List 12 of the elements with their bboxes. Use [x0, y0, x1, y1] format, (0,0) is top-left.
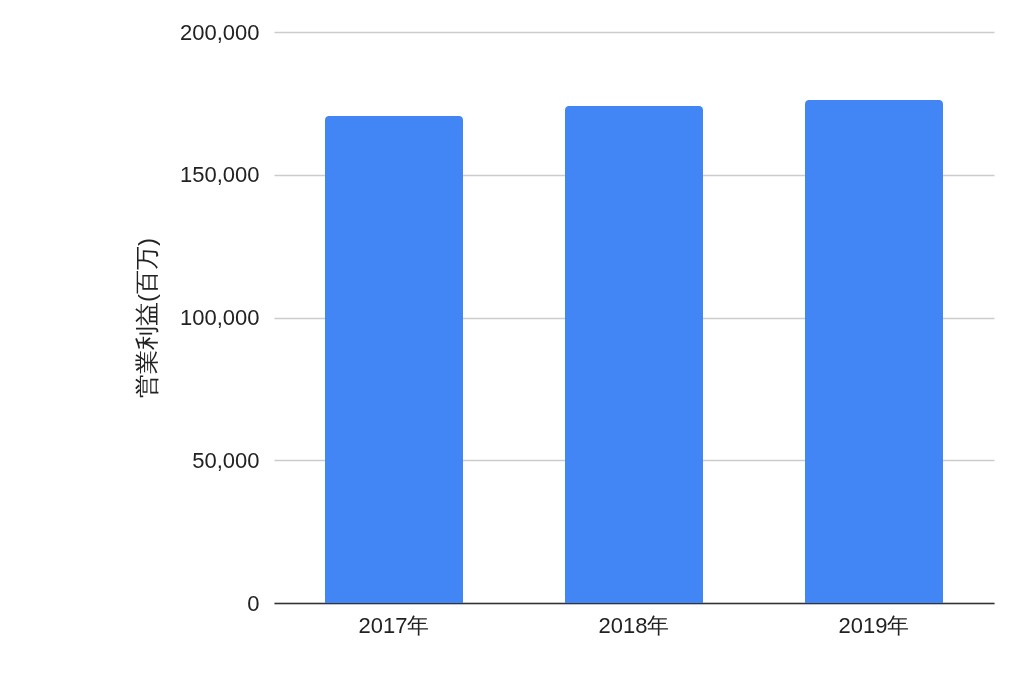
x-tick-label: 2018年 — [598, 612, 670, 638]
y-tick-label: 150,000 — [179, 162, 260, 188]
bar — [565, 105, 703, 603]
y-tick-label: 50,000 — [192, 447, 260, 473]
bar — [805, 99, 943, 603]
bar — [325, 115, 463, 603]
y-tick-label: 0 — [247, 590, 260, 616]
x-tick-label: 2017年 — [358, 612, 430, 638]
x-tick-label: 2019年 — [838, 612, 910, 638]
y-tick-label: 200,000 — [179, 19, 260, 45]
y-tick-label: 100,000 — [179, 305, 260, 330]
y-axis-title: 営業利益(百万) — [132, 238, 160, 398]
